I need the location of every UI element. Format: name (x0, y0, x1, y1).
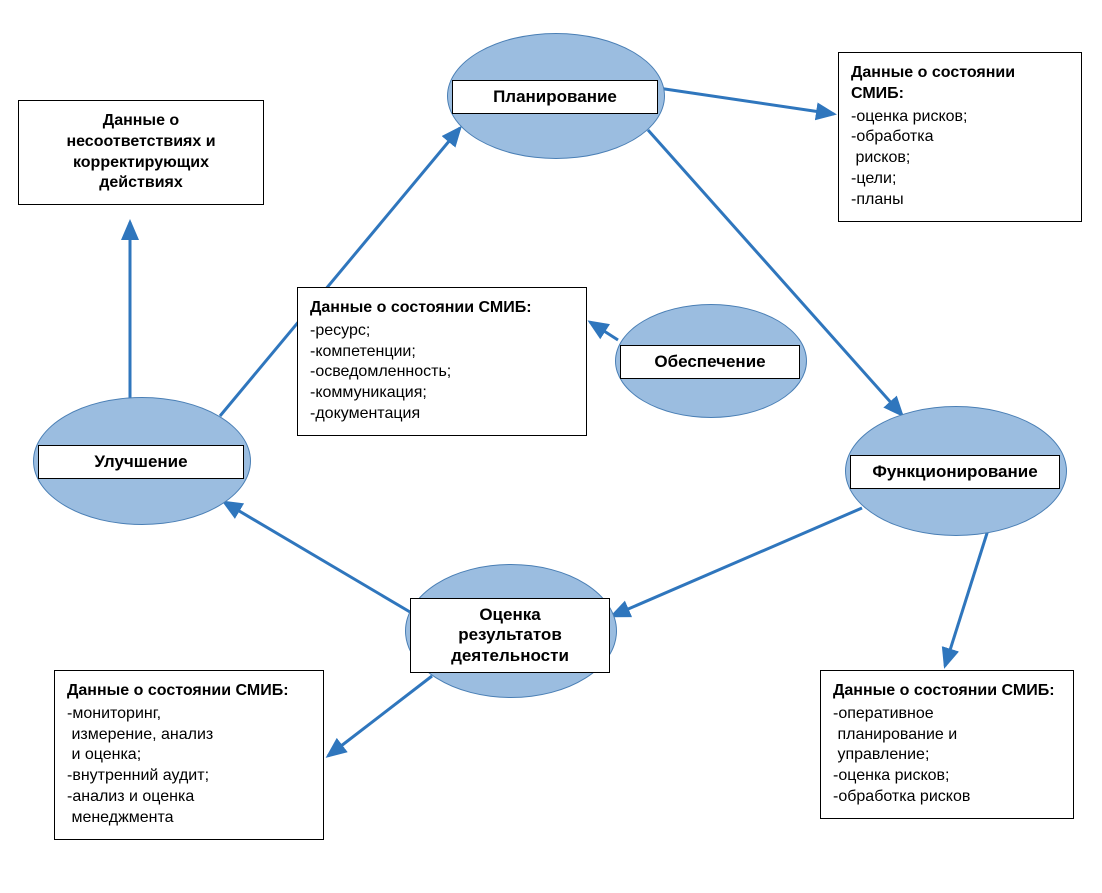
arrow (945, 530, 988, 666)
info-line: -обработка рисков (833, 787, 1061, 808)
info-title: Данные о состоянии СМИБ: (851, 63, 1069, 105)
info-box-center: Данные о состоянии СМИБ: -ресурс;-компет… (297, 287, 587, 436)
arrow (328, 676, 432, 756)
arrow (224, 502, 410, 612)
info-line: Данные о (31, 111, 251, 132)
info-line: планирование и (833, 725, 1061, 746)
info-line: -планы (851, 190, 1069, 211)
info-line: -оценка рисков; (851, 107, 1069, 128)
arrow (590, 322, 618, 340)
info-lines: -оперативное планирование и управление;-… (833, 704, 1061, 808)
info-line: менеджмента (67, 808, 311, 829)
info-line: -внутренний аудит; (67, 766, 311, 787)
info-line: -мониторинг, (67, 704, 311, 725)
info-line: -документация (310, 404, 574, 425)
info-line: -оперативное (833, 704, 1061, 725)
node-evaluation-label: Оценкарезультатовдеятельности (410, 598, 610, 673)
info-box-top-left: Данные онесоответствиях икорректирующихд… (18, 100, 264, 205)
info-box-bottom-left: Данные о состоянии СМИБ: -мониторинг, из… (54, 670, 324, 840)
info-line: -компетенции; (310, 342, 574, 363)
info-box-top-right: Данные о состоянии СМИБ: -оценка рисков;… (838, 52, 1082, 222)
info-lines: Данные онесоответствиях икорректирующихд… (31, 111, 251, 194)
info-line: -обработка (851, 127, 1069, 148)
info-line: -оценка рисков; (833, 766, 1061, 787)
info-title: Данные о состоянии СМИБ: (67, 681, 311, 702)
info-line: -цели; (851, 169, 1069, 190)
info-line: -анализ и оценка (67, 787, 311, 808)
info-lines: -оценка рисков;-обработка рисков;-цели;-… (851, 107, 1069, 211)
info-title: Данные о состоянии СМИБ: (833, 681, 1061, 702)
info-title: Данные о состоянии СМИБ: (310, 298, 574, 319)
diagram-stage: Планирование Обеспечение Функционировани… (0, 0, 1102, 893)
info-line: управление; (833, 745, 1061, 766)
node-provision-label: Обеспечение (620, 345, 801, 379)
info-line: измерение, анализ (67, 725, 311, 746)
info-line: -ресурс; (310, 321, 574, 342)
info-line: -коммуникация; (310, 383, 574, 404)
info-line: -осведомленность; (310, 362, 574, 383)
info-line: корректирующих (31, 153, 251, 174)
info-line: несоответствиях и (31, 132, 251, 153)
info-lines: -ресурс;-компетенции;-осведомленность;-к… (310, 321, 574, 425)
node-planning-label: Планирование (452, 80, 657, 114)
info-lines: -мониторинг, измерение, анализ и оценка;… (67, 704, 311, 829)
arrow (658, 88, 834, 114)
info-line: действиях (31, 173, 251, 194)
node-operation-label: Функционирование (850, 455, 1060, 489)
node-improvement-label: Улучшение (38, 445, 243, 479)
info-line: рисков; (851, 148, 1069, 169)
info-box-bottom-right: Данные о состоянии СМИБ: -оперативное пл… (820, 670, 1074, 819)
info-line: и оценка; (67, 745, 311, 766)
arrow (612, 508, 862, 616)
